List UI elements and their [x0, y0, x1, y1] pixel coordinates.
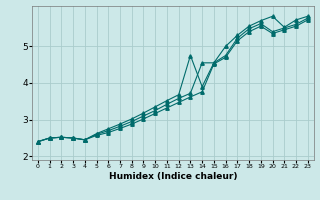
X-axis label: Humidex (Indice chaleur): Humidex (Indice chaleur): [108, 172, 237, 181]
